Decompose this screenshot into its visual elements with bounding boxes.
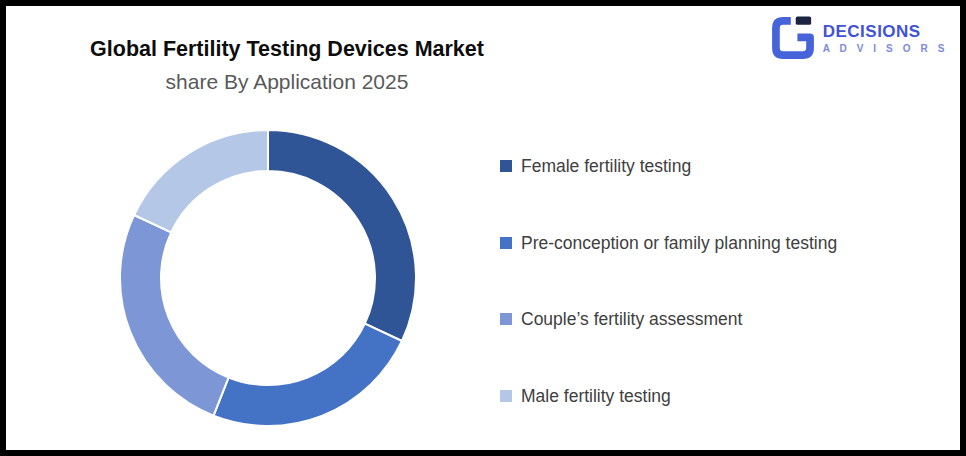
- legend-label: Female fertility testing: [521, 155, 691, 177]
- legend-item: Male fertility testing: [500, 385, 671, 407]
- donut-segment-3: [120, 215, 229, 416]
- donut-chart: [108, 118, 428, 438]
- legend-swatch: [500, 237, 512, 249]
- legend-item: Female fertility testing: [500, 155, 691, 177]
- chart-subtitle: share By Application 2025: [56, 69, 518, 95]
- legend-item: Couple’s fertility assessment: [500, 308, 742, 330]
- legend-swatch: [500, 390, 512, 402]
- donut-segment-4: [134, 130, 268, 232]
- donut-segment-2: [214, 324, 402, 426]
- donut-segment-1: [268, 130, 416, 341]
- chart-title: Global Fertility Testing Devices Market: [56, 36, 518, 63]
- legend-label: Male fertility testing: [521, 385, 671, 407]
- legend-label: Couple’s fertility assessment: [521, 308, 742, 330]
- title-block: Global Fertility Testing Devices Market …: [56, 36, 518, 95]
- legend-item: Pre-conception or family planning testin…: [500, 232, 837, 254]
- legend-label: Pre-conception or family planning testin…: [521, 232, 837, 254]
- chart-card: Global Fertility Testing Devices Market …: [0, 0, 966, 456]
- legend-swatch: [500, 313, 512, 325]
- legend: Female fertility testing Pre-conception o…: [500, 6, 940, 456]
- legend-swatch: [500, 160, 512, 172]
